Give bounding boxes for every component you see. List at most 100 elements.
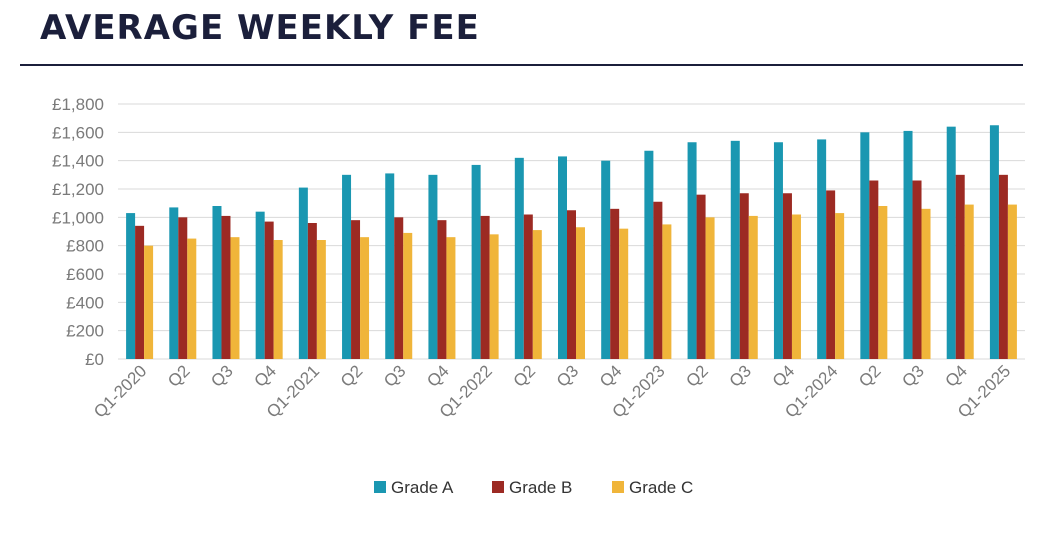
bar-grade-b	[998, 174, 1008, 359]
bar-grade-c	[662, 224, 672, 359]
bar-grade-b	[653, 201, 663, 359]
bar-grade-a	[644, 150, 654, 359]
y-tick-label: £200	[66, 322, 104, 341]
y-axis-ticks: £0 £200 £400 £600 £800 £1,000 £1,200 £1,400 £1,6…	[52, 95, 104, 369]
bar-grade-a	[687, 142, 697, 359]
bar-grade-b	[221, 215, 231, 359]
y-tick-label: £800	[66, 237, 104, 256]
bar-grade-a	[989, 125, 999, 359]
x-tick-label: Q2	[510, 361, 539, 390]
bar-grade-c	[748, 215, 758, 359]
bar-grade-b	[264, 221, 274, 359]
bar-grade-b	[437, 220, 447, 359]
bar-grade-c	[230, 237, 240, 359]
bar-grade-a	[817, 139, 827, 359]
legend-label: Grade C	[629, 478, 693, 497]
y-tick-label: £1,600	[52, 123, 104, 142]
x-tick-label: Q2	[682, 361, 711, 390]
y-tick-label: £1,000	[52, 208, 104, 227]
x-tick-label: Q3	[726, 361, 755, 390]
x-tick-label: Q4	[251, 361, 280, 390]
legend-label: Grade B	[509, 478, 572, 497]
bar-grade-b	[480, 215, 490, 359]
y-tick-label: £0	[85, 350, 104, 369]
y-tick-label: £1,800	[52, 95, 104, 114]
y-tick-label: £600	[66, 265, 104, 284]
bar-grade-b	[696, 194, 706, 359]
page-title: AVERAGE WEEKLY FEE	[40, 8, 480, 48]
legend: Grade A Grade B Grade C	[374, 478, 693, 497]
bar-grade-c	[489, 234, 499, 359]
x-tick-label: Q1-2020	[90, 361, 150, 421]
bar-grade-c	[705, 217, 715, 359]
bar-grade-c	[316, 240, 326, 359]
x-tick-label: Q4	[596, 361, 625, 390]
bar-grade-c	[446, 237, 456, 359]
x-tick-label: Q2	[164, 361, 193, 390]
bar-grade-c	[576, 227, 585, 359]
bar-grade-c	[921, 208, 931, 359]
legend-label: Grade A	[391, 478, 454, 497]
bar-grade-c	[532, 230, 542, 359]
bar-grade-b	[567, 210, 576, 359]
bar-grade-c	[187, 238, 197, 359]
bar-grade-b	[912, 180, 922, 359]
x-tick-label: Q2	[337, 361, 366, 390]
bar-grade-a	[946, 126, 956, 360]
x-tick-label: Q4	[769, 361, 798, 390]
bar-grade-a	[212, 206, 222, 359]
bar-grade-b	[178, 217, 188, 359]
bar-grade-c	[1007, 204, 1017, 359]
bar-grade-b	[351, 220, 361, 359]
bar-grade-a	[903, 130, 913, 359]
title-divider	[20, 64, 1023, 66]
bar-grade-a	[428, 174, 438, 359]
bar-grade-c	[791, 214, 801, 359]
bar-grade-c	[878, 206, 888, 359]
legend-swatch	[492, 481, 504, 493]
y-tick-label: £1,400	[52, 152, 104, 171]
bar-grade-b	[610, 208, 620, 359]
bar-grade-a	[255, 211, 265, 359]
legend-swatch	[374, 481, 386, 493]
bar-grade-b	[394, 217, 404, 359]
bar-grade-c	[403, 232, 413, 359]
bar-grade-b	[782, 193, 792, 359]
bar-grade-c	[360, 237, 370, 359]
bar-grade-a	[730, 140, 740, 359]
x-tick-label: Q4	[423, 361, 452, 390]
x-tick-label: Q3	[380, 361, 409, 390]
bar-grade-b	[869, 180, 879, 359]
y-tick-label: £400	[66, 293, 104, 312]
x-tick-label: Q3	[898, 361, 927, 390]
bar-grade-b	[826, 190, 836, 359]
bar-grade-a	[298, 187, 308, 359]
bar-grade-a	[773, 142, 783, 359]
x-tick-label: Q4	[942, 361, 971, 390]
bar-grade-a	[342, 174, 352, 359]
legend-swatch	[612, 481, 624, 493]
bar-grade-c	[144, 245, 154, 359]
bar-grade-a	[471, 164, 481, 359]
y-tick-label: £1,200	[52, 180, 104, 199]
x-tick-label: Q2	[855, 361, 884, 390]
bar-grade-c	[273, 240, 283, 359]
bar-grade-b	[739, 193, 749, 359]
bar-grade-b	[523, 214, 533, 359]
x-tick-label: Q3	[207, 361, 236, 390]
bar-grade-b	[135, 225, 145, 359]
x-tick-label: Q3	[553, 361, 582, 390]
bar-grade-a	[558, 156, 567, 359]
bar-grade-b	[307, 223, 317, 359]
bar-grade-a	[126, 213, 136, 359]
bar-grade-a	[169, 207, 179, 359]
bar-grade-a	[860, 132, 870, 359]
bar-grade-b	[955, 174, 965, 359]
bars	[126, 125, 1017, 360]
bar-grade-c	[964, 204, 974, 359]
bar-grade-c	[619, 228, 629, 359]
bar-grade-a	[514, 157, 524, 359]
bar-grade-a	[601, 160, 611, 359]
